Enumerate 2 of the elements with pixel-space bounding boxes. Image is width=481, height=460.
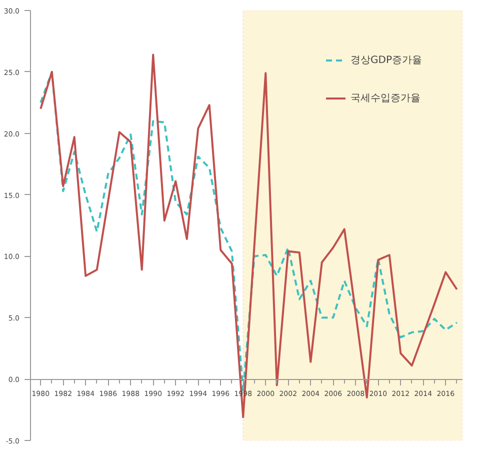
legend-label: 경상GDP증가율 [350,54,422,67]
legend-label: 국세수입증가율 [350,92,421,105]
